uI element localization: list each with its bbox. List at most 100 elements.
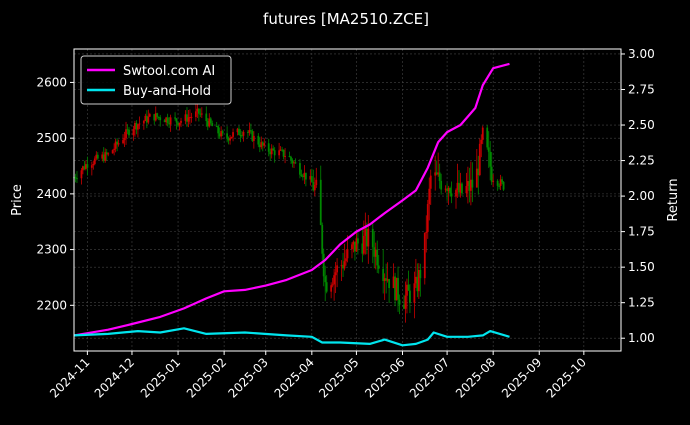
candle-body: [438, 172, 441, 181]
candle-body: [394, 276, 396, 301]
chart-title: futures [MA2510.ZCE]: [263, 10, 429, 28]
candle-body: [319, 179, 322, 225]
y-left-tick-label: 2500: [36, 131, 67, 145]
y-left-tick-label: 2600: [36, 75, 67, 89]
x-tick-label: 2025-05: [316, 355, 361, 400]
candle-body: [208, 118, 211, 127]
candle-body: [132, 129, 135, 136]
candle-body: [279, 149, 282, 151]
candle-body: [362, 235, 365, 254]
x-tick-label: 2025-10: [544, 355, 589, 400]
x-tick-label: 2025-02: [184, 355, 229, 400]
candle-body: [218, 133, 221, 137]
candle-body: [498, 185, 501, 187]
candle-body: [437, 172, 440, 175]
candle-body: [487, 147, 490, 152]
candle-body: [386, 279, 389, 281]
candle-body: [383, 278, 386, 281]
candle-body: [409, 290, 411, 303]
candle-body: [272, 148, 275, 151]
candle-body: [315, 179, 318, 186]
x-tick-label: 2025-01: [138, 355, 183, 400]
candle-body: [101, 154, 104, 159]
candle-body: [291, 160, 294, 164]
candle-body: [361, 243, 364, 254]
candle-body: [260, 142, 263, 148]
candle-body: [475, 168, 478, 188]
candle-body: [486, 127, 489, 148]
series-line-ai: [73, 62, 510, 337]
legend-box: [80, 55, 232, 105]
candle-body: [385, 278, 388, 281]
legend-bh-label: Buy-and-Hold: [123, 84, 211, 99]
candle-body: [261, 142, 264, 146]
y-right-tick-label: 1.50: [628, 260, 655, 274]
candle-body: [471, 179, 474, 188]
candle-body: [354, 241, 356, 252]
candle-body: [242, 131, 245, 136]
candle-body: [113, 148, 116, 151]
candle-body: [82, 166, 84, 171]
y-axis-right-ticks: 1.00 1.25 1.50 1.75 2.00 2.25 2.50 2.75 3.00: [621, 47, 655, 345]
candle-body: [435, 172, 438, 175]
candle-body: [230, 136, 233, 139]
candle-body: [403, 304, 405, 309]
candle-body: [186, 114, 188, 122]
candle-body: [300, 174, 303, 177]
candle-body: [194, 111, 197, 117]
candle-body: [414, 276, 417, 284]
series-line-buy-and-hold: [73, 327, 510, 347]
candle-body: [159, 117, 162, 121]
candle-body: [156, 113, 159, 117]
candle-body: [456, 182, 459, 190]
candle-body: [466, 181, 469, 186]
candle-body: [92, 163, 95, 166]
candle-body: [499, 179, 502, 186]
y-right-tick-label: 2.25: [628, 154, 655, 168]
candle-body: [303, 172, 306, 178]
candle-body: [220, 131, 223, 137]
candle-body: [290, 156, 292, 161]
candle-body: [429, 175, 432, 189]
candle-body: [95, 154, 98, 159]
candle-body: [352, 241, 355, 245]
candle-body: [169, 117, 172, 125]
candle-body: [239, 134, 242, 136]
x-tick-label: 2025-08: [453, 355, 498, 400]
candle-body: [102, 154, 105, 161]
candle-body: [145, 115, 148, 123]
candle-body: [304, 172, 307, 180]
y-right-tick-label: 2.00: [628, 189, 655, 203]
candle-body: [501, 179, 503, 182]
candle-body: [278, 150, 281, 156]
candle-body: [217, 126, 220, 134]
candle-body: [184, 114, 187, 121]
candle-body: [80, 170, 83, 179]
candle-body: [96, 154, 99, 159]
candle-body: [157, 116, 160, 118]
candle-body: [345, 258, 347, 262]
candle-body: [74, 177, 77, 179]
candle-body: [502, 181, 505, 190]
candle-body: [229, 138, 231, 141]
candle-body: [293, 162, 295, 164]
candle-body: [367, 228, 370, 247]
candle-body: [76, 178, 78, 180]
x-tick-label: 2024-12: [92, 355, 137, 400]
return-lines: [73, 62, 510, 347]
candle-body: [247, 131, 249, 133]
candle-body: [444, 188, 447, 190]
candle-body: [84, 164, 87, 169]
candle-body: [346, 249, 349, 259]
candle-body: [144, 115, 147, 121]
candle-body: [302, 176, 304, 178]
x-tick-label: 2024-11: [47, 355, 92, 400]
candle-body: [135, 123, 138, 130]
candle-body: [165, 117, 168, 123]
candle-body: [312, 182, 315, 191]
candle-body: [284, 156, 286, 158]
candle-body: [465, 185, 468, 194]
candle-body: [166, 117, 169, 124]
candle-body: [325, 282, 328, 292]
